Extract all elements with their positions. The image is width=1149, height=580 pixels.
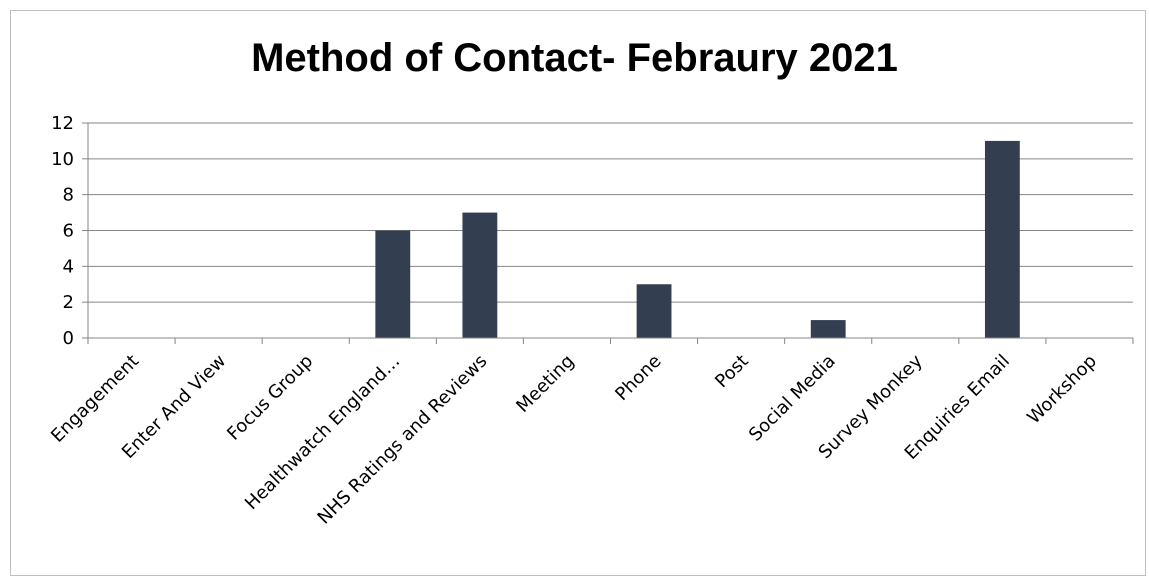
y-tick-label: 10 <box>51 149 74 170</box>
x-category-label: Social Media <box>745 351 840 446</box>
chart-frame <box>10 10 1146 576</box>
y-tick-label: 8 <box>63 185 74 206</box>
bar <box>375 230 411 338</box>
x-category-label: Phone <box>611 351 665 405</box>
bar <box>636 284 672 338</box>
axes <box>82 122 1134 344</box>
y-tick-label: 0 <box>63 328 74 349</box>
bar <box>984 140 1020 338</box>
x-category-label: Healthwatch England… <box>241 351 404 514</box>
x-category-label: Meeting <box>512 351 578 417</box>
bar <box>462 212 498 338</box>
y-tick-label: 4 <box>63 256 74 277</box>
chart-title: Method of Contact- Febraury 2021 <box>251 36 898 80</box>
y-tick-labels: 0 2 4 6 8 10 12 <box>51 113 74 349</box>
x-category-label: Workshop <box>1023 351 1101 429</box>
gridlines <box>88 122 1133 303</box>
x-category-label: Engagement <box>47 351 143 447</box>
x-category-label: Focus Group <box>223 351 317 445</box>
bars <box>375 140 1020 338</box>
x-category-label: NHS Ratings and Reviews <box>314 351 492 529</box>
y-tick-label: 6 <box>63 221 74 242</box>
y-tick-label: 2 <box>63 292 74 313</box>
y-tick-label: 12 <box>51 113 74 134</box>
x-category-label: Post <box>711 351 752 392</box>
bar <box>810 320 846 338</box>
